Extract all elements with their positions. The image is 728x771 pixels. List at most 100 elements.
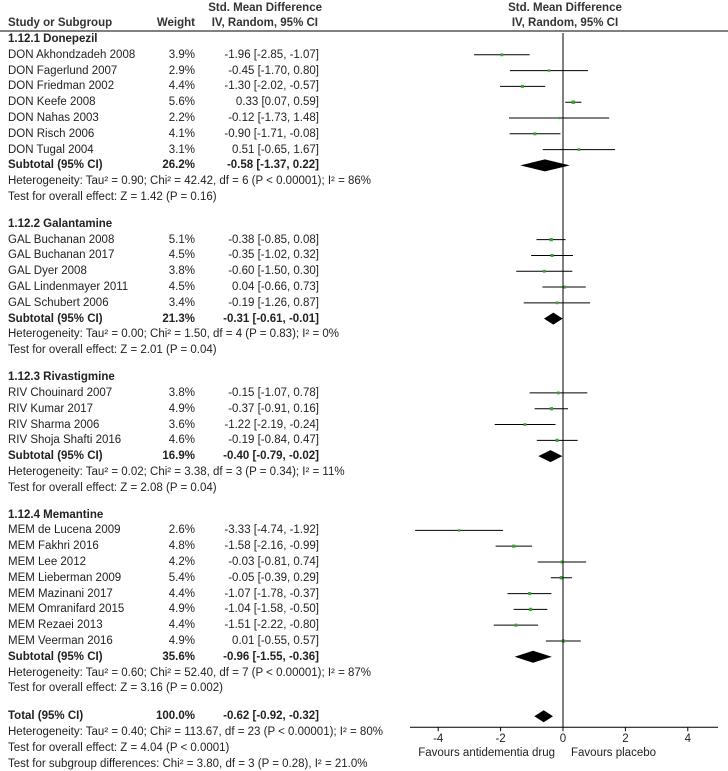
study-name: MEM Veerman 2016 xyxy=(8,634,113,647)
subgroup-title: 1.12.4 Memantine xyxy=(8,508,104,521)
study-weight: 3.4% xyxy=(168,296,195,309)
heterogeneity-text: Heterogeneity: Tau² = 0.00; Chi² = 1.50,… xyxy=(8,328,340,341)
study-ci: -1.58 [-2.16, -0.99] xyxy=(224,540,319,553)
study-name: DON Risch 2006 xyxy=(8,127,95,140)
subtotal-weight: 21.3% xyxy=(162,312,195,325)
subtotal-diamond xyxy=(543,312,563,325)
study-weight: 4.2% xyxy=(168,555,195,568)
study-marker xyxy=(555,301,559,305)
subtotal-label: Subtotal (95% CI) xyxy=(8,650,103,663)
study-marker xyxy=(523,423,527,426)
subtotal-diamond xyxy=(538,450,563,463)
overall-effect-text: Test for overall effect: Z = 2.08 (P = 0… xyxy=(8,481,217,494)
study-weight: 5.6% xyxy=(168,96,195,109)
study-marker xyxy=(500,53,504,57)
study-marker xyxy=(571,100,576,104)
col-header-weight: Weight xyxy=(156,17,195,29)
study-name: DON Tugal 2004 xyxy=(8,143,94,156)
col-header-study: Study or Subgroup xyxy=(8,17,113,29)
study-marker xyxy=(562,285,566,289)
study-name: GAL Schubert 2006 xyxy=(8,296,109,309)
study-marker xyxy=(533,132,537,136)
study-name: GAL Lindenmayer 2011 xyxy=(8,281,129,294)
study-ci: -1.51 [-2.22, -0.80] xyxy=(224,619,319,632)
subgroup-title: 1.12.3 Rivastigmine xyxy=(8,371,115,384)
subtotal-ci: -0.96 [-1.55, -0.36] xyxy=(223,650,319,663)
study-name: DON Akhondzadeh 2008 xyxy=(8,48,136,61)
study-name: MEM Lieberman 2009 xyxy=(8,571,122,584)
study-weight: 2.2% xyxy=(168,112,195,124)
study-weight: 5.4% xyxy=(168,571,195,584)
study-ci: 0.04 [-0.66, 0.73] xyxy=(232,281,319,294)
study-ci: -0.05 [-0.39, 0.29] xyxy=(228,571,319,584)
x-tick-label: 0 xyxy=(559,733,567,746)
total-ci: -0.62 [-0.92, -0.32] xyxy=(223,710,319,723)
study-ci: 0.51 [-0.65, 1.67] xyxy=(232,143,319,156)
total-heterogeneity: Heterogeneity: Tau² = 0.40; Chi² = 113.6… xyxy=(8,726,383,739)
subtotal-weight: 26.2% xyxy=(162,159,195,172)
study-ci: -1.30 [-2.02, -0.57] xyxy=(224,80,319,93)
study-marker xyxy=(577,148,581,151)
study-marker xyxy=(558,116,561,120)
study-name: GAL Buchanan 2008 xyxy=(8,233,115,246)
study-ci: -1.96 [-2.85, -1.07] xyxy=(224,48,319,61)
heterogeneity-text: Heterogeneity: Tau² = 0.02; Chi² = 3.38,… xyxy=(8,465,345,478)
study-marker xyxy=(555,438,559,442)
subtotal-ci: -0.58 [-1.37, 0.22] xyxy=(226,159,319,172)
study-ci: -0.12 [-1.73, 1.48] xyxy=(228,112,319,124)
x-tick-label: -4 xyxy=(433,733,444,746)
subtotal-ci: -0.31 [-0.61, -0.01] xyxy=(223,312,319,325)
study-marker xyxy=(549,238,553,242)
heterogeneity-text: Heterogeneity: Tau² = 0.60; Chi² = 52.40… xyxy=(8,666,372,679)
study-ci: 0.01 [-0.55, 0.57] xyxy=(232,634,319,647)
total-label: Total (95% CI) xyxy=(8,710,84,723)
study-marker xyxy=(457,529,461,532)
subtotal-weight: 35.6% xyxy=(162,650,195,663)
study-marker xyxy=(512,544,516,548)
study-weight: 4.4% xyxy=(168,80,195,93)
study-name: RIV Shoja Shafti 2016 xyxy=(8,434,122,447)
study-marker xyxy=(542,269,546,273)
study-name: DON Nahas 2003 xyxy=(8,112,99,124)
subtotal-diamond xyxy=(514,650,552,663)
study-ci: -0.19 [-0.84, 0.47] xyxy=(228,434,319,447)
subtotal-weight: 16.9% xyxy=(162,450,195,463)
study-marker xyxy=(549,407,554,411)
subgroup-title: 1.12.2 Galantamine xyxy=(8,217,113,230)
study-weight: 2.9% xyxy=(168,64,195,77)
axis-label-left: Favours antidementia drug xyxy=(418,747,555,760)
study-weight: 4.4% xyxy=(168,619,195,632)
study-name: MEM Fakhri 2016 xyxy=(8,540,99,553)
study-name: MEM Lee 2012 xyxy=(8,555,86,568)
study-weight: 3.8% xyxy=(168,386,195,399)
study-name: RIV Sharma 2006 xyxy=(8,418,100,431)
study-weight: 4.9% xyxy=(168,634,195,647)
study-ci: 0.33 [0.07, 0.59] xyxy=(235,96,319,109)
subtotal-label: Subtotal (95% CI) xyxy=(8,312,103,325)
study-ci: -1.07 [-1.78, -0.37] xyxy=(224,587,319,600)
subtotal-diamond xyxy=(520,159,570,172)
heterogeneity-text: Heterogeneity: Tau² = 0.90; Chi² = 42.42… xyxy=(8,175,372,188)
study-name: MEM Rezaei 2013 xyxy=(8,619,103,632)
study-ci: -0.45 [-1.70, 0.80] xyxy=(228,64,319,77)
study-ci: -0.37 [-0.91, 0.16] xyxy=(228,402,319,415)
col-header-smd: Std. Mean Difference xyxy=(208,2,322,14)
study-weight: 2.6% xyxy=(168,524,195,537)
subtotal-ci: -0.40 [-0.79, -0.02] xyxy=(223,450,319,463)
subtotal-label: Subtotal (95% CI) xyxy=(8,159,103,172)
col-header-smd-sub: IV, Random, 95% CI xyxy=(211,17,318,29)
subgroup-title: 1.12.1 Donepezil xyxy=(8,33,98,45)
study-weight: 3.8% xyxy=(168,265,195,278)
study-weight: 3.1% xyxy=(168,143,195,156)
study-ci: -1.04 [-1.58, -0.50] xyxy=(224,603,319,616)
axis-label-right: Favours placebo xyxy=(571,747,657,760)
study-marker xyxy=(556,391,560,395)
study-weight: 5.1% xyxy=(168,233,195,246)
study-name: DON Keefe 2008 xyxy=(8,96,96,109)
x-tick-label: 2 xyxy=(622,733,629,746)
study-marker xyxy=(560,560,564,564)
plot-header-title: Std. Mean Difference xyxy=(508,2,622,14)
overall-effect-text: Test for overall effect: Z = 3.16 (P = 0… xyxy=(8,682,223,695)
study-name: DON Friedman 2002 xyxy=(8,80,115,93)
overall-effect-text: Test for overall effect: Z = 1.42 (P = 0… xyxy=(8,191,217,203)
